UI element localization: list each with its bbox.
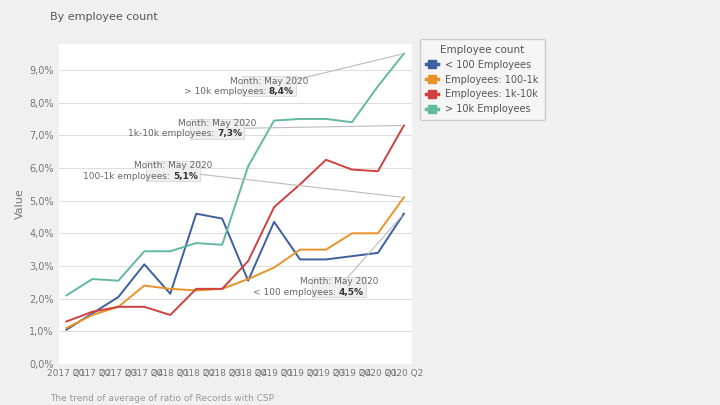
FancyBboxPatch shape (190, 119, 244, 139)
Text: 5,1%: 5,1% (173, 172, 198, 181)
Text: Month: May 2020: Month: May 2020 (134, 162, 212, 171)
Text: 4,5%: 4,5% (339, 288, 364, 297)
Text: 100-1k employees:: 100-1k employees: (84, 172, 173, 181)
FancyBboxPatch shape (312, 277, 366, 297)
Text: The trend of average of ratio of Records with CSP: The trend of average of ratio of Records… (50, 394, 274, 403)
Y-axis label: Value: Value (15, 188, 25, 219)
Text: By employee count: By employee count (50, 12, 158, 22)
Legend: < 100 Employees, Employees: 100-1k, Employees: 1k-10k, > 10k Employees: < 100 Employees, Employees: 100-1k, Empl… (420, 39, 544, 120)
Text: Month: May 2020: Month: May 2020 (178, 119, 256, 128)
Text: Month: May 2020: Month: May 2020 (300, 277, 378, 286)
Text: Month: May 2020: Month: May 2020 (230, 77, 308, 85)
Text: < 100 employees:: < 100 employees: (253, 288, 339, 297)
Text: 8,4%: 8,4% (269, 87, 294, 96)
FancyBboxPatch shape (145, 161, 200, 181)
Text: > 10k employees:: > 10k employees: (184, 87, 269, 96)
Text: 1k-10k employees:: 1k-10k employees: (128, 130, 217, 139)
Text: 7,3%: 7,3% (217, 130, 242, 139)
FancyBboxPatch shape (242, 76, 296, 96)
